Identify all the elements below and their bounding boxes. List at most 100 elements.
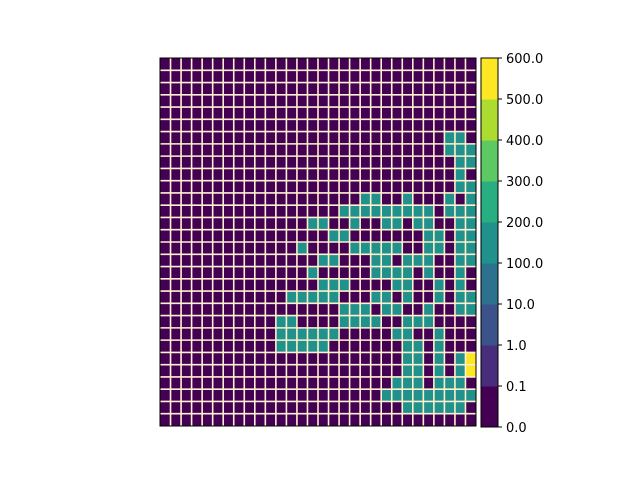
heatmap-cell bbox=[286, 315, 297, 328]
heatmap-cell bbox=[318, 413, 329, 426]
heatmap-cell bbox=[349, 254, 361, 267]
heatmap-cell bbox=[286, 82, 297, 95]
heatmap-cell bbox=[339, 205, 350, 218]
heatmap-cell bbox=[328, 58, 340, 71]
heatmap-cell bbox=[275, 278, 287, 292]
heatmap-cell bbox=[423, 168, 434, 181]
heatmap-cell bbox=[191, 94, 203, 108]
heatmap-cell bbox=[444, 254, 455, 267]
heatmap-cell bbox=[296, 205, 308, 218]
heatmap-cell bbox=[254, 266, 266, 279]
heatmap-cell bbox=[212, 82, 224, 95]
heatmap-cell bbox=[265, 376, 276, 390]
heatmap-cell bbox=[170, 389, 182, 402]
heatmap-cell bbox=[286, 340, 297, 353]
heatmap-cell bbox=[328, 315, 340, 328]
heatmap-cell bbox=[170, 327, 182, 341]
heatmap-cell bbox=[191, 413, 203, 426]
heatmap-cell bbox=[444, 401, 455, 414]
heatmap-cell bbox=[275, 82, 287, 95]
heatmap-cell bbox=[181, 340, 192, 353]
heatmap-cell bbox=[433, 389, 445, 402]
heatmap-cell bbox=[191, 82, 203, 95]
colorbar-bin bbox=[481, 140, 498, 182]
heatmap-cell bbox=[202, 364, 213, 377]
heatmap-cell bbox=[212, 291, 224, 304]
heatmap-cell bbox=[307, 180, 318, 193]
heatmap-cell bbox=[360, 58, 371, 71]
heatmap-cell bbox=[244, 266, 255, 279]
heatmap-cell bbox=[318, 58, 329, 71]
heatmap-cell bbox=[412, 303, 424, 316]
heatmap-cell bbox=[254, 168, 266, 181]
heatmap-cell bbox=[265, 242, 276, 255]
heatmap-cell bbox=[233, 217, 245, 230]
heatmap-cell bbox=[170, 352, 182, 365]
heatmap-cell bbox=[275, 58, 287, 71]
heatmap-cell bbox=[265, 364, 276, 377]
colorbar: 0.0 0.1 1.0 10.0 100.0 200.0 300.0 400.0 500.0 60… bbox=[480, 52, 543, 436]
heatmap-cell bbox=[423, 143, 434, 157]
heatmap-cell bbox=[370, 291, 382, 304]
heatmap-cell bbox=[286, 291, 297, 304]
heatmap-cell bbox=[465, 254, 476, 267]
heatmap-cell bbox=[444, 119, 455, 132]
heatmap-cell bbox=[286, 242, 297, 255]
heatmap-cell bbox=[328, 303, 340, 316]
heatmap-cell bbox=[454, 131, 466, 144]
heatmap-cell bbox=[244, 401, 255, 414]
heatmap-cell bbox=[223, 217, 234, 230]
heatmap-cell bbox=[233, 192, 245, 206]
heatmap-cell bbox=[286, 131, 297, 144]
heatmap-cell bbox=[202, 58, 213, 71]
heatmap-cell bbox=[318, 94, 329, 108]
heatmap-cell bbox=[402, 192, 413, 206]
heatmap-cell bbox=[307, 168, 318, 181]
heatmap-cell bbox=[170, 254, 182, 267]
heatmap-cell bbox=[275, 291, 287, 304]
heatmap-cell bbox=[360, 413, 371, 426]
heatmap-cell bbox=[318, 242, 329, 255]
heatmap-cell bbox=[381, 58, 392, 71]
heatmap-cell bbox=[160, 340, 171, 353]
heatmap-cell bbox=[265, 107, 276, 120]
heatmap-cell bbox=[275, 180, 287, 193]
heatmap-cell bbox=[339, 389, 350, 402]
heatmap-cell bbox=[349, 58, 361, 71]
heatmap-cell bbox=[202, 352, 213, 365]
heatmap-cell bbox=[170, 107, 182, 120]
heatmap-cell bbox=[318, 119, 329, 132]
heatmap-cell bbox=[349, 266, 361, 279]
colorbar-tick-label: 0.0 bbox=[506, 421, 527, 436]
heatmap-cell bbox=[307, 413, 318, 426]
heatmap-cell bbox=[318, 217, 329, 230]
heatmap-cell bbox=[391, 131, 403, 144]
heatmap-cell bbox=[360, 107, 371, 120]
heatmap-cell bbox=[181, 303, 192, 316]
heatmap-cell bbox=[307, 291, 318, 304]
heatmap-cell bbox=[181, 389, 192, 402]
colorbar-bin bbox=[481, 386, 498, 428]
heatmap-cell bbox=[170, 82, 182, 95]
heatmap-cell bbox=[339, 278, 350, 292]
heatmap-cell bbox=[275, 131, 287, 144]
heatmap-cell bbox=[307, 70, 318, 83]
heatmap-cell bbox=[191, 70, 203, 83]
heatmap-cell bbox=[360, 401, 371, 414]
heatmap-cell bbox=[349, 413, 361, 426]
heatmap-cell bbox=[339, 70, 350, 83]
heatmap-gridlines bbox=[160, 58, 476, 426]
heatmap-cell bbox=[391, 107, 403, 120]
heatmap-cell bbox=[412, 168, 424, 181]
heatmap-cell bbox=[160, 107, 171, 120]
heatmap-cell bbox=[181, 82, 192, 95]
heatmap-cell bbox=[307, 254, 318, 267]
heatmap-cell bbox=[286, 168, 297, 181]
colorbar-tick-label: 600.0 bbox=[506, 52, 543, 67]
heatmap-cell bbox=[265, 413, 276, 426]
heatmap-cell bbox=[170, 340, 182, 353]
heatmap-cell bbox=[202, 413, 213, 426]
heatmap-cell bbox=[202, 180, 213, 193]
heatmap-cell bbox=[202, 376, 213, 390]
heatmap-cell bbox=[296, 254, 308, 267]
